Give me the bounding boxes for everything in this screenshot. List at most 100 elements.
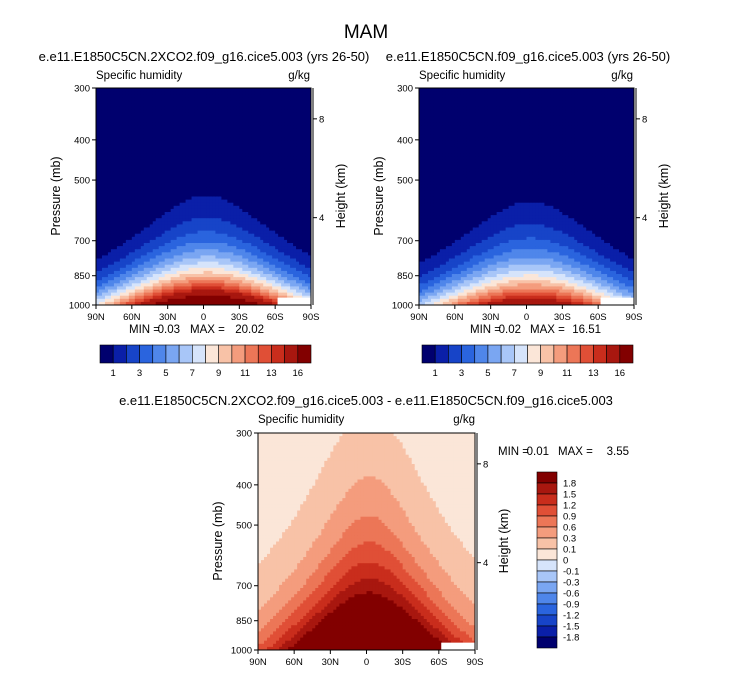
contour-cell <box>293 236 297 241</box>
contour-cell <box>221 177 225 182</box>
contour-cell <box>245 112 249 117</box>
contour-cell <box>98 91 103 95</box>
contour-cell <box>131 125 136 129</box>
contour-cell <box>290 212 294 216</box>
contour-cell <box>173 215 178 219</box>
contour-cell <box>203 255 207 259</box>
contour-cell <box>161 249 166 253</box>
contour-cell <box>224 184 228 188</box>
contour-cell <box>140 280 145 284</box>
contour-cell <box>272 122 276 126</box>
contour-cell <box>245 91 249 95</box>
contour-cell <box>182 301 187 306</box>
contour-cell <box>134 106 139 111</box>
contour-cell <box>206 199 210 204</box>
contour-cell <box>305 205 309 210</box>
contour-cell <box>119 109 124 114</box>
contour-cell <box>206 227 210 232</box>
contour-cell <box>236 131 240 135</box>
contour-cell <box>242 236 246 241</box>
contour-cell <box>236 112 240 117</box>
contour-cell <box>143 112 148 117</box>
contour-cell <box>284 277 288 281</box>
contour-cell <box>245 131 249 135</box>
contour-cell <box>119 162 124 166</box>
contour-cell <box>275 156 279 160</box>
contour-cell <box>155 264 160 269</box>
contour-cell <box>140 277 145 281</box>
contour-cell <box>119 134 124 139</box>
contour-cell <box>149 109 154 114</box>
contour-cell <box>140 171 145 176</box>
contour-cell <box>275 252 279 256</box>
contour-cell <box>185 205 190 210</box>
contour-cell <box>155 246 160 250</box>
contour-cell <box>173 153 178 157</box>
contour-cell <box>203 221 207 225</box>
contour-cell <box>128 246 133 250</box>
contour-cell <box>227 261 231 266</box>
contour-cell <box>281 243 285 247</box>
contour-cell <box>296 94 300 98</box>
contour-cell <box>224 193 228 197</box>
contour-cell <box>119 295 124 300</box>
contour-cell <box>173 208 178 213</box>
contour-cell <box>119 91 124 95</box>
contour-cell <box>182 212 187 216</box>
contour-cell <box>116 122 121 126</box>
contour-cell <box>302 153 306 157</box>
contour-cell <box>296 218 300 222</box>
contour-cell <box>224 205 228 210</box>
contour-cell <box>284 243 288 247</box>
contour-cell <box>275 212 279 216</box>
contour-cell <box>194 218 199 222</box>
contour-cell <box>140 233 145 238</box>
contour-cell <box>134 165 139 170</box>
contour-cell <box>266 171 270 176</box>
contour-cell <box>143 196 148 201</box>
contour-cell <box>155 100 160 104</box>
contour-cell <box>149 295 154 300</box>
contour-cell <box>206 88 210 92</box>
contour-cell <box>194 249 199 253</box>
contour-cell <box>308 134 312 139</box>
contour-cell <box>107 261 112 266</box>
contour-cell <box>143 289 148 294</box>
contour-cell <box>101 103 106 108</box>
contour-cell <box>284 270 288 275</box>
contour-cell <box>275 193 279 197</box>
contour-cell <box>194 115 199 120</box>
contour-cell <box>149 267 154 272</box>
contour-cell <box>200 301 204 306</box>
contour-cell <box>227 184 231 188</box>
contour-cell <box>167 119 172 123</box>
contour-cell <box>254 115 258 120</box>
contour-cell <box>167 230 172 235</box>
contour-cell <box>173 224 178 228</box>
contour-cell <box>134 298 139 303</box>
contour-cell <box>248 292 252 297</box>
contour-cell <box>233 112 237 117</box>
contour-cell <box>284 196 288 201</box>
contour-cell <box>110 109 115 114</box>
contour-cell <box>266 264 270 269</box>
contour-cell <box>128 171 133 176</box>
contour-cell <box>113 184 118 188</box>
contour-cell <box>98 199 103 204</box>
contour-cell <box>227 301 231 306</box>
contour-cell <box>101 280 106 284</box>
contour-cell <box>230 202 234 207</box>
contour-cell <box>284 221 288 225</box>
contour-cell <box>107 233 112 238</box>
contour-cell <box>233 177 237 182</box>
contour-cell <box>275 270 279 275</box>
contour-cell <box>209 140 213 145</box>
contour-cell <box>170 286 175 290</box>
contour-cell <box>164 252 169 256</box>
contour-cell <box>299 215 303 219</box>
contour-cell <box>197 103 202 108</box>
contour-cell <box>149 230 154 235</box>
contour-cell <box>140 236 145 241</box>
contour-cell <box>269 249 273 253</box>
contour-cell <box>257 100 261 104</box>
